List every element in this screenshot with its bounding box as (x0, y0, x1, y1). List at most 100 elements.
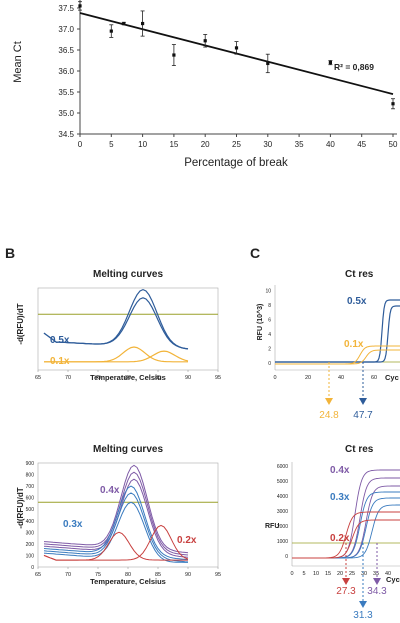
melting-bottom-y-tick-label: 100 (26, 553, 35, 559)
ct-top-series-line (275, 305, 400, 363)
regression-point (391, 102, 395, 106)
regression-x-tick-label: 50 (389, 140, 398, 149)
melting-bottom-plot-area (37, 462, 219, 568)
melting-top-x-tick-label: 95 (215, 375, 221, 381)
regression-point (328, 61, 332, 65)
regression-y-axis-label: Mean Ct (12, 41, 24, 83)
melting-top-series-line (44, 350, 189, 363)
ct-bottom-y-tick-label: 5000 (277, 479, 288, 485)
ct-bottom-y-tick-label: 4000 (277, 494, 288, 500)
melting-curves-top-chart: Melting curves -d(RFU)/dT Temperature, C… (16, 269, 221, 382)
ct-bottom-x-tick-label: 20 (337, 571, 343, 577)
melting-bottom-y-tick-label: 200 (26, 542, 35, 548)
melting-curves-bottom-chart: Melting curves -d(RFU)/dT Temperature, C… (16, 444, 221, 586)
melting-bottom-x-tick-label: 80 (125, 572, 131, 578)
melting-bottom-y-tick-label: 300 (26, 530, 35, 536)
ct-bottom-series-line (292, 477, 400, 559)
melting-top-x-tick-label: 75 (95, 375, 101, 381)
melting-bottom-x-tick-label: 70 (65, 572, 71, 578)
ct-bottom-arrow (373, 578, 381, 585)
ct-bottom-title: Ct res (345, 444, 374, 455)
ct-bottom-series-label-2: 0.2x (330, 533, 350, 544)
melting-bottom-y-tick-label: 400 (26, 519, 35, 525)
regression-point (109, 29, 113, 33)
melting-bottom-x-tick-label: 65 (35, 572, 41, 578)
melting-bottom-series-label-1: 0.3x (63, 519, 83, 530)
ct-bottom-x-tick-label: 35 (373, 571, 379, 577)
regression-y-tick-label: 35.0 (58, 109, 74, 118)
ct-bottom-x-tick-label: 0 (290, 571, 293, 577)
melting-bottom-x-axis-label: Temperature, Celsius (90, 577, 166, 586)
ct-bottom-series-line (292, 504, 400, 559)
ct-bottom-y-tick-label: 0 (285, 554, 288, 560)
ct-top-y-tick-label: 8 (268, 303, 271, 309)
melting-bottom-x-tick-label: 95 (215, 572, 221, 578)
melting-top-x-tick-label: 85 (155, 375, 161, 381)
regression-point (266, 61, 270, 66)
panel-label-c: C (250, 245, 260, 261)
melting-top-title: Melting curves (93, 269, 163, 280)
ct-top-y-tick-label: 0 (268, 361, 271, 367)
ct-top-x-tick-label: 0 (273, 375, 276, 381)
regression-point (203, 39, 207, 43)
ct-bottom-value-0: 27.3 (336, 586, 356, 597)
ct-top-value-0: 24.8 (319, 410, 339, 421)
melting-bottom-series-line (43, 524, 189, 561)
regression-x-tick-label: 25 (232, 140, 241, 149)
ct-top-title: Ct res (345, 269, 374, 280)
ct-top-y-axis-label: RFU (10^3) (256, 304, 264, 341)
melting-bottom-series-line (43, 492, 189, 563)
melting-bottom-series-label-2: 0.2x (177, 535, 197, 546)
melting-top-x-tick-label: 90 (185, 375, 191, 381)
ct-bottom-arrow (359, 601, 367, 608)
ct-top-y-tick-label: 4 (268, 332, 271, 338)
ct-top-y-tick-label: 6 (268, 318, 271, 324)
ct-top-x-tick-label: 20 (305, 375, 311, 381)
ct-top-x-tick-label: 40 (338, 375, 344, 381)
melting-bottom-y-tick-label: 0 (31, 565, 34, 571)
regression-point (172, 53, 176, 57)
regression-x-tick-label: 45 (357, 140, 366, 149)
ct-bottom-series-label-1: 0.3x (330, 492, 350, 503)
regression-x-tick-label: 5 (109, 140, 114, 149)
melting-bottom-x-tick-label: 90 (185, 572, 191, 578)
ct-top-series-line (275, 349, 400, 365)
ct-bottom-value-1: 34.3 (367, 586, 387, 597)
ct-bottom-x-tick-label: 30 (361, 571, 367, 577)
melting-bottom-y-tick-label: 700 (26, 484, 35, 490)
ct-top-x-tick-label: 60 (371, 375, 377, 381)
melting-bottom-title: Melting curves (93, 444, 163, 455)
ct-bottom-x-tick-label: 10 (313, 571, 319, 577)
ct-bottom-y-tick-label: 1000 (277, 539, 288, 545)
regression-point (122, 21, 126, 26)
regression-y-tick-label: 36.5 (58, 46, 74, 55)
melting-bottom-y-tick-label: 600 (26, 496, 35, 502)
ct-bottom-x-tick-label: 5 (302, 571, 305, 577)
melting-top-x-axis-label: Temperature, Celsius (90, 373, 166, 382)
melting-top-x-tick-label: 70 (65, 375, 71, 381)
melting-bottom-y-axis-label: -d(RFU)/dT (16, 487, 25, 528)
melting-bottom-x-tick-label: 75 (95, 572, 101, 578)
melting-bottom-series-label-0: 0.4x (100, 485, 120, 496)
regression-point (78, 4, 82, 8)
regression-x-tick-label: 15 (169, 140, 178, 149)
ct-top-value-1: 47.7 (353, 410, 373, 421)
melting-bottom-series-line (43, 485, 189, 561)
ct-top-series-line (275, 299, 400, 363)
ct-bottom-series-label-0: 0.4x (330, 465, 350, 476)
melting-bottom-x-tick-label: 85 (155, 572, 161, 578)
melting-bottom-y-tick-label: 800 (26, 473, 35, 479)
ct-bottom-y-tick-label: 2000 (277, 524, 288, 530)
regression-x-tick-label: 40 (326, 140, 335, 149)
ct-bottom-y-tick-label: 6000 (277, 464, 288, 470)
regression-y-tick-label: 34.5 (58, 130, 74, 139)
regression-x-tick-label: 10 (138, 140, 147, 149)
regression-x-tick-label: 35 (295, 140, 304, 149)
regression-y-tick-label: 37.5 (58, 4, 74, 13)
regression-point (141, 21, 145, 26)
melting-bottom-y-tick-label: 900 (26, 461, 35, 467)
ct-results-top-chart: Ct res RFU (10^3) Cyc 0.5x 0.1x 24.8 47.… (256, 269, 400, 421)
regression-r2-annotation: R² = 0,869 (334, 62, 374, 72)
ct-top-series-label-0: 0.5x (347, 296, 367, 307)
